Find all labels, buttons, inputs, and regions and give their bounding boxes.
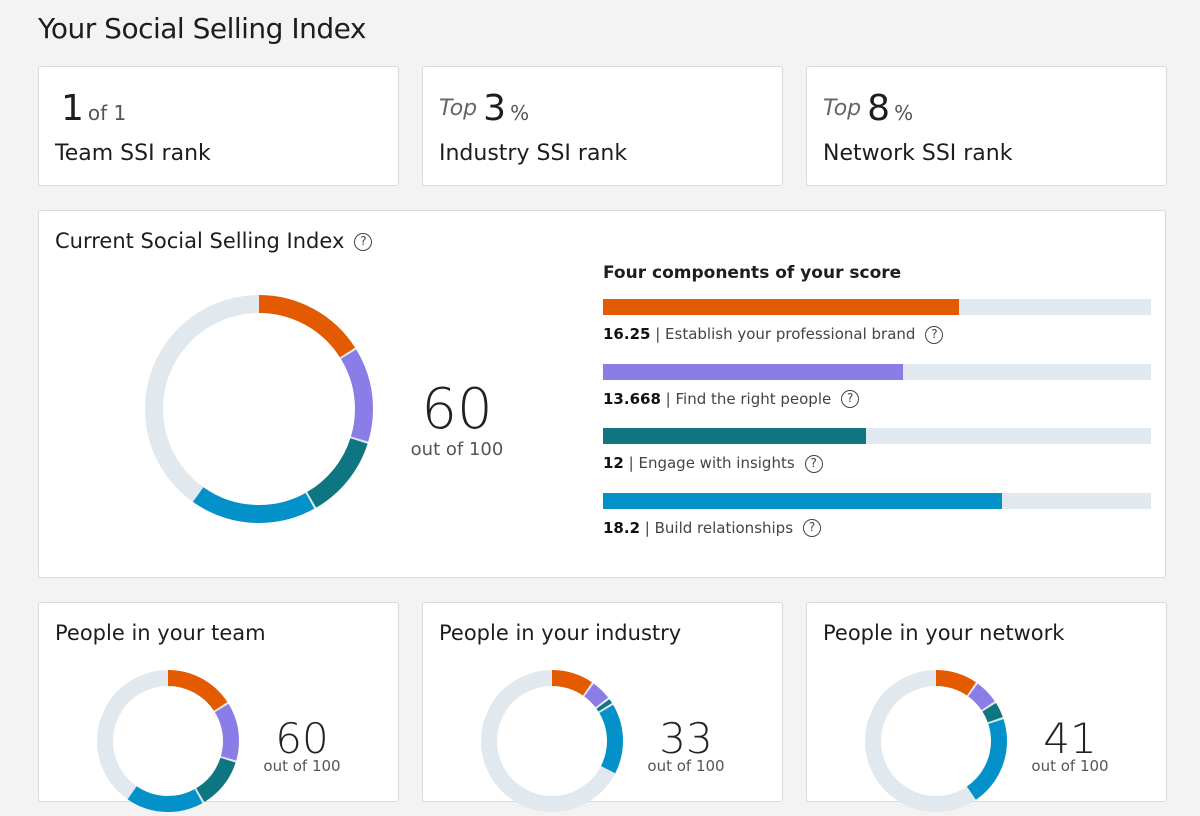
component-item: 18.2 | Build relationships?	[603, 492, 1151, 537]
rank-prefix: Top	[439, 96, 478, 121]
components-panel: Four components of your score 16.25 | Es…	[603, 263, 1151, 557]
help-icon[interactable]: ?	[925, 325, 944, 344]
component-item: 13.668 | Find the right people?	[603, 363, 1151, 408]
help-icon[interactable]: ?	[841, 390, 860, 408]
peers-title: People in your industry	[439, 621, 682, 645]
team-donut	[97, 670, 239, 812]
donut-segment	[481, 670, 623, 812]
peers-out-of: out of 100	[647, 757, 725, 775]
donut-segment	[97, 670, 239, 812]
page-title: Your Social Selling Index	[38, 12, 366, 45]
component-bar	[603, 299, 1151, 315]
component-bar	[603, 428, 1151, 444]
rank-value: 3	[483, 88, 507, 129]
component-bar	[603, 492, 1151, 509]
help-icon[interactable]: ?	[803, 519, 822, 537]
donut-segment	[97, 670, 239, 812]
component-label: Establish your professional brand	[665, 325, 916, 343]
network-rank-card: Top 8% Network SSI rank	[806, 66, 1167, 186]
ssi-score: 60	[421, 377, 493, 442]
rank-suffix: %	[894, 101, 914, 125]
industry-donut	[481, 670, 623, 812]
industry-peers-card: People in your industry 33 out of 100	[422, 602, 783, 812]
component-bar-fill	[603, 428, 867, 444]
component-bar-fill	[603, 299, 960, 315]
rank-suffix: of 1	[87, 101, 127, 125]
help-icon[interactable]: ?	[354, 233, 373, 251]
component-value: 18.2	[603, 518, 641, 537]
component-bar	[603, 363, 1151, 380]
peers-out-of: out of 100	[1031, 757, 1109, 775]
peers-score: 41	[1043, 714, 1097, 763]
rank-label: Team SSI rank	[55, 141, 211, 166]
rank-suffix: %	[510, 101, 530, 125]
peers-score: 60	[275, 714, 329, 763]
peers-title: People in your network	[823, 621, 1065, 645]
component-item: 12 | Engage with insights?	[603, 428, 1151, 473]
peers-out-of: out of 100	[263, 757, 341, 775]
donut-segment	[145, 295, 373, 523]
peers-title: People in your team	[55, 621, 266, 645]
rank-label: Industry SSI rank	[439, 141, 628, 166]
component-label: Engage with insights	[638, 454, 795, 472]
rank-value: 1	[61, 88, 84, 129]
team-peers-card: People in your team 60 out of 100	[38, 602, 399, 812]
component-bar-fill	[603, 492, 1002, 509]
donut-segment	[481, 670, 623, 812]
network-peers-card: People in your network 41 out of 100	[806, 602, 1167, 812]
rank-value: 8	[867, 88, 891, 129]
component-label: Build relationships	[654, 518, 794, 537]
donut-segment	[145, 295, 373, 523]
rank-label: Network SSI rank	[823, 141, 1013, 166]
peers-score: 33	[659, 714, 713, 763]
component-value: 12	[603, 454, 624, 472]
network-donut	[865, 670, 1007, 812]
donut-segment	[865, 670, 1007, 812]
component-label: Find the right people	[675, 389, 832, 408]
rank-prefix: Top	[823, 96, 862, 121]
component-bar-fill	[603, 363, 903, 380]
ssi-donut	[145, 295, 373, 523]
industry-rank-card: Top 3% Industry SSI rank	[422, 66, 783, 186]
donut-segment	[865, 670, 1007, 812]
current-ssi-card: Current Social Selling Index? 60 out of …	[38, 210, 1166, 578]
component-item: 16.25 | Establish your professional bran…	[603, 299, 1151, 344]
ssi-out-of: out of 100	[410, 439, 504, 460]
donut-segment	[145, 295, 373, 523]
component-value: 16.25	[603, 325, 651, 343]
team-rank-card: 1 of 1 Team SSI rank	[38, 66, 399, 186]
components-title: Four components of your score	[603, 263, 902, 283]
help-icon[interactable]: ?	[804, 454, 823, 473]
component-value: 13.668	[603, 389, 661, 408]
current-ssi-title: Current Social Selling Index	[55, 229, 345, 253]
